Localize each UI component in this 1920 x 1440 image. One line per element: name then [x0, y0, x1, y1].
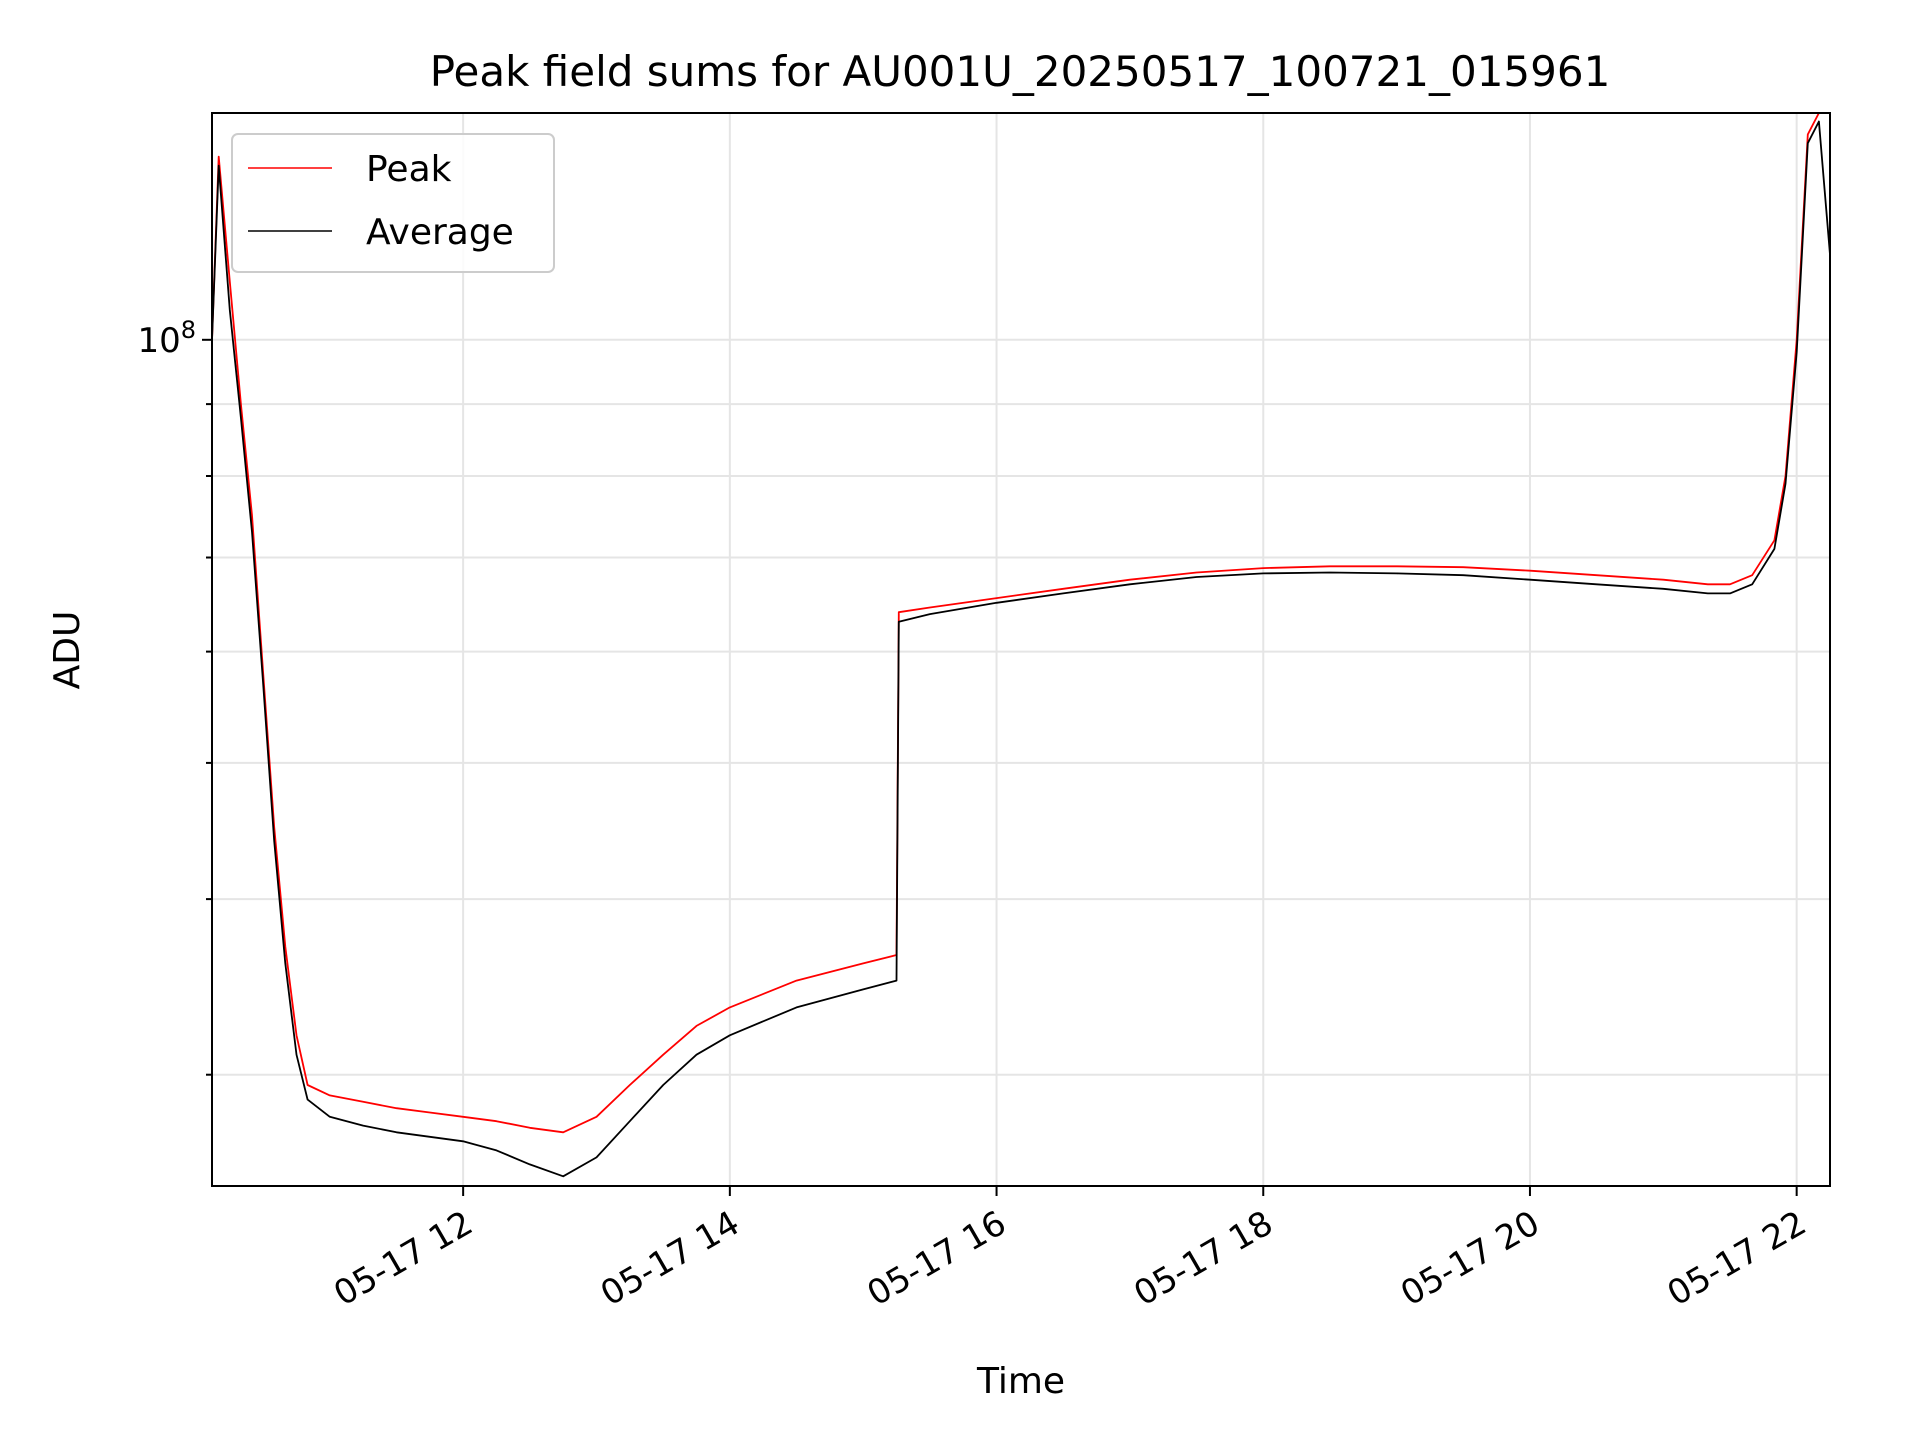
y-axis-label: ADU: [47, 611, 88, 690]
y-tick-label: 108: [137, 316, 196, 361]
grid-layer: [212, 113, 1830, 1186]
series-line-average: [211, 120, 1831, 1178]
axes-frame: [211, 112, 1831, 1187]
chart-title: Peak field sums for AU001U_20250517_1007…: [430, 47, 1611, 96]
x-axis-label: Time: [976, 1361, 1065, 1402]
legend-label-average: Average: [366, 212, 514, 253]
series-line-peak: [211, 112, 1830, 1134]
series-layer: [211, 112, 1831, 1178]
legend-label-peak: Peak: [366, 149, 452, 190]
legend: Peak Average: [231, 133, 555, 273]
